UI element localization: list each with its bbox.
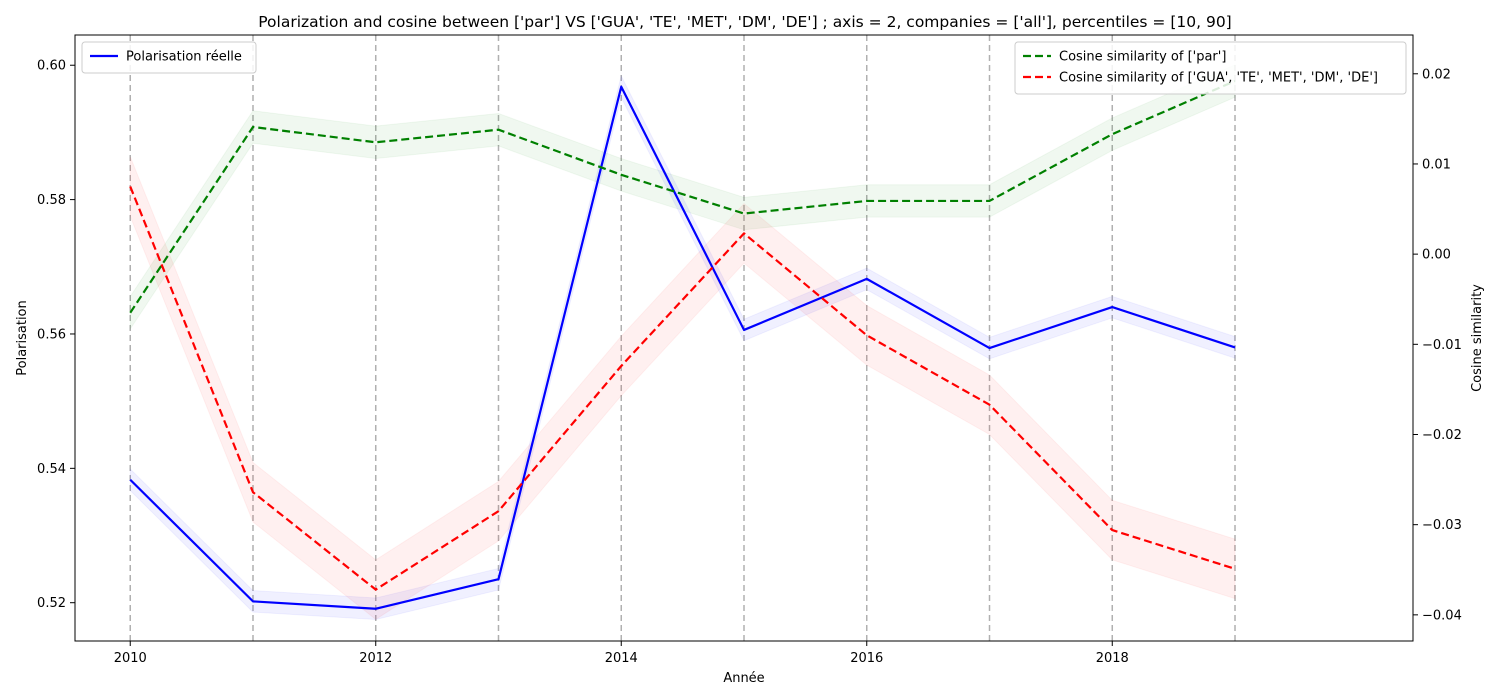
- y-right-tick-label-0: −0.04: [1422, 608, 1462, 623]
- y-axis-right-label: Cosine similarity: [1470, 284, 1485, 392]
- y-left-tick-label-0: 0.52: [37, 596, 66, 611]
- y-right-tick-label-1: −0.03: [1422, 518, 1462, 533]
- series-2-band: [129, 156, 1236, 620]
- series-0-band: [129, 74, 1236, 621]
- legend-layer: Polarisation réelle Cosine similarity of …: [81, 41, 1407, 95]
- legend-right-label-0: Cosine similarity of ['par']: [1059, 50, 1226, 65]
- chart-title: Polarization and cosine between ['par'] …: [258, 13, 1231, 31]
- x-tick-label-2018: 2018: [1096, 651, 1129, 666]
- y-left-tick-label-4: 0.60: [37, 59, 66, 74]
- y-right-tick-label-4: 0.00: [1422, 248, 1451, 263]
- x-tick-label-2014: 2014: [605, 651, 638, 666]
- series-2-line: [129, 186, 1236, 591]
- x-tick-label-2010: 2010: [114, 651, 147, 666]
- y-left-tick-label-3: 0.58: [37, 193, 66, 208]
- plot-frame: [74, 34, 1414, 642]
- grid-layer: [129, 35, 1236, 641]
- y-right-tick-label-3: −0.01: [1422, 338, 1462, 353]
- line-layer: [129, 79, 1236, 610]
- legend-right-label-1: Cosine similarity of ['GUA', 'TE', 'MET'…: [1059, 71, 1378, 86]
- band-layer: [129, 63, 1236, 621]
- legend-left-label-0: Polarisation réelle: [126, 50, 242, 65]
- x-tick-label-2012: 2012: [359, 651, 392, 666]
- x-axis-label: Année: [723, 671, 764, 686]
- y-left-tick-label-2: 0.56: [37, 327, 66, 342]
- y-right-tick-label-6: 0.02: [1422, 67, 1451, 82]
- series-1-line: [129, 79, 1236, 314]
- y-right-tick-label-2: −0.02: [1422, 428, 1462, 443]
- series-0-line: [129, 85, 1236, 610]
- legend-left-box: [81, 41, 257, 74]
- y-left-tick-label-1: 0.54: [37, 462, 66, 477]
- y-axis-left-label: Polarisation: [15, 300, 30, 376]
- y-right-tick-label-5: 0.01: [1422, 157, 1451, 172]
- legend-right-box: [1014, 41, 1407, 95]
- axis-layer: 2010 2012 2014 2016 2018 0.52 0.54 0.56 0.58 0.60…: [37, 59, 1462, 666]
- x-tick-label-2016: 2016: [850, 651, 883, 666]
- series-1-band: [129, 63, 1236, 331]
